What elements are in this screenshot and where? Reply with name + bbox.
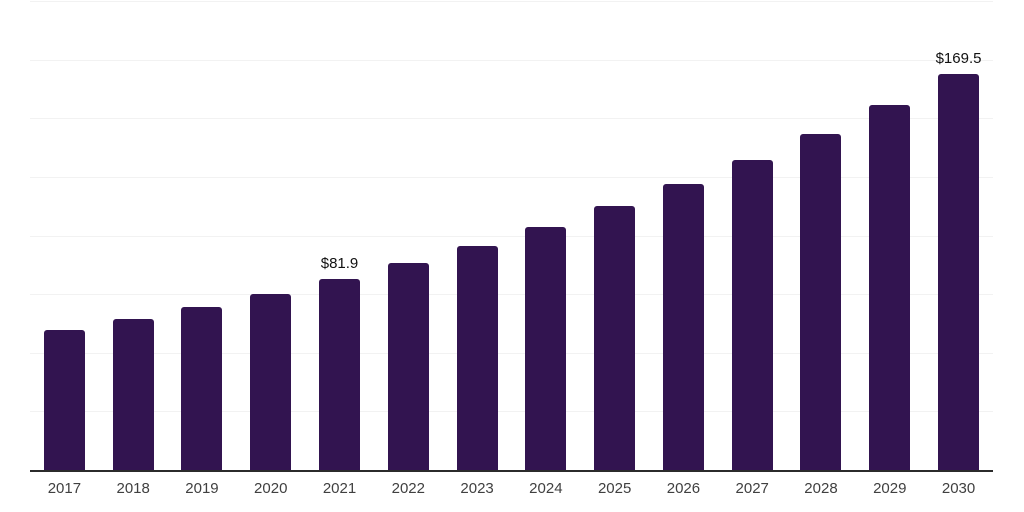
bar-2026[interactable]: [662, 183, 704, 471]
bar-2028[interactable]: [800, 133, 842, 471]
bar-value-label: $81.9: [320, 254, 359, 272]
gridline: [30, 294, 993, 296]
x-tick-label-2025: 2025: [597, 480, 632, 497]
bar-slot: [718, 2, 787, 471]
bar-slot: [236, 2, 305, 471]
bar-slot: [30, 2, 99, 471]
bar-2017[interactable]: [43, 330, 85, 471]
gridline: [30, 411, 993, 413]
x-tick-label-2019: 2019: [185, 480, 219, 497]
bar-slot: [374, 2, 443, 471]
bar-2018[interactable]: [112, 319, 154, 471]
x-tick-label-2021: 2021: [322, 480, 357, 497]
bar-2023[interactable]: [456, 245, 498, 471]
bar-2024[interactable]: [525, 226, 567, 471]
gridline: [30, 1, 993, 2]
gridline: [30, 59, 993, 61]
x-tick-label-2026: 2026: [666, 480, 701, 497]
bar-2030[interactable]: [938, 73, 980, 471]
bar-slot: $169.5: [924, 2, 993, 471]
x-tick-label-2017: 2017: [47, 480, 82, 497]
bar-slot: $81.9: [305, 2, 374, 471]
gridline: [30, 118, 993, 120]
bar-value-label: $169.5: [935, 49, 982, 67]
x-axis-labels: 2017 2018 2019 2020 2021 2022 2023 2024 2025 2026…: [30, 480, 993, 497]
x-tick-label-2030: 2030: [941, 480, 976, 497]
bar-slot: [787, 2, 856, 471]
x-tick-label-2020: 2020: [254, 480, 288, 497]
bar-2021[interactable]: [319, 278, 361, 471]
gridline: [30, 176, 993, 178]
bar-2025[interactable]: [594, 206, 636, 471]
plot-area: $81.9 $169.5: [30, 1, 993, 472]
bar-slot: [649, 2, 718, 471]
x-tick-label-2028: 2028: [804, 480, 838, 497]
x-tick-label-2029: 2029: [873, 480, 907, 497]
bar-slot: [168, 2, 237, 471]
x-tick-label-2024: 2024: [529, 480, 563, 497]
bar-2022[interactable]: [387, 262, 429, 471]
bar-slot: [511, 2, 580, 471]
bar-2019[interactable]: [181, 306, 223, 471]
bars-container: $81.9 $169.5: [30, 2, 993, 471]
bar-slot: [580, 2, 649, 471]
x-tick-label-2018: 2018: [116, 480, 150, 497]
bar-slot: [443, 2, 512, 471]
x-tick-label-2027: 2027: [735, 480, 769, 497]
gridline: [30, 352, 993, 354]
bar-slot: [855, 2, 924, 471]
bar-slot: [99, 2, 168, 471]
x-axis-line: [30, 470, 993, 472]
bar-2020[interactable]: [250, 293, 292, 471]
x-tick-label-2022: 2022: [391, 480, 425, 497]
gridline: [30, 235, 993, 237]
bar-2029[interactable]: [869, 105, 911, 471]
x-tick-label-2023: 2023: [460, 480, 494, 497]
bar-2027[interactable]: [731, 159, 773, 471]
